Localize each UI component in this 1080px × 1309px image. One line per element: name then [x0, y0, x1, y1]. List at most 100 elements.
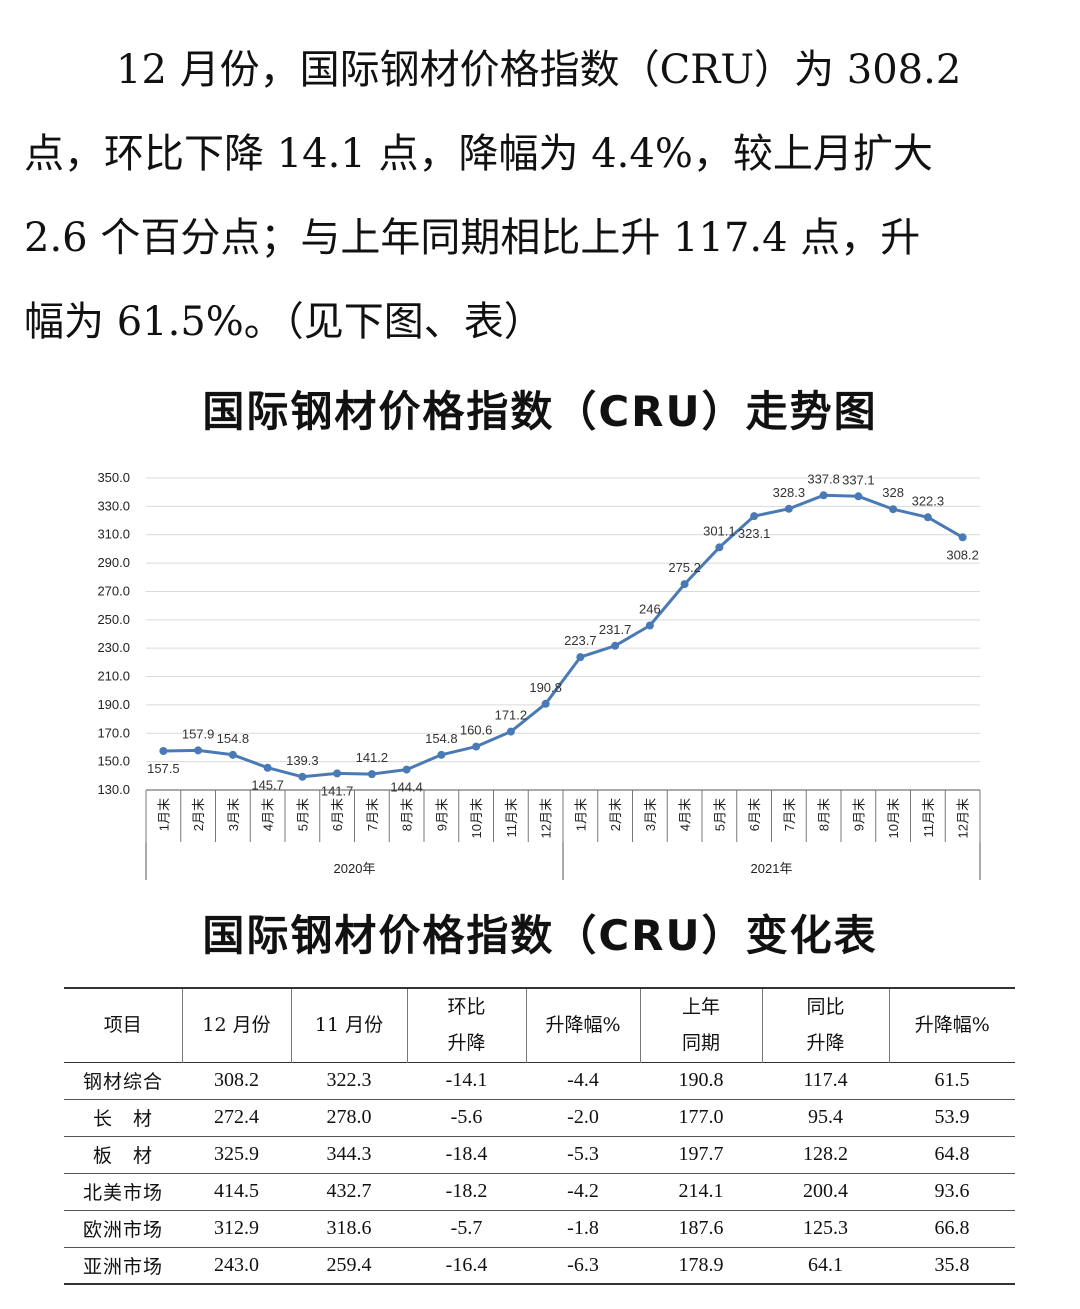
data-point	[437, 750, 446, 759]
data-label: 141.7	[321, 783, 354, 798]
table-cell: -5.3	[567, 1143, 599, 1165]
table-cell: -1.8	[567, 1217, 599, 1239]
x-tick-label: 8月末	[817, 798, 832, 831]
table-cell: 322.3	[326, 1069, 372, 1091]
data-label: 160.6	[460, 723, 493, 738]
table-cell: 187.6	[678, 1217, 724, 1239]
paragraph-line: 点，环比下降 14.1 点，降幅为 4.4%，较上月扩大	[24, 131, 933, 177]
table-cell: 318.6	[326, 1217, 372, 1239]
table-row: 长 材 272.4 278.0 -5.6 -2.0 177.0 95.4 53.9	[64, 1099, 1015, 1136]
data-point	[263, 763, 272, 772]
table-cell: 325.9	[214, 1143, 259, 1165]
table-cell: 432.7	[326, 1180, 372, 1202]
x-tick-label: 4月末	[678, 798, 693, 831]
data-label: 157.5	[147, 761, 180, 776]
table-header-cell: 上年 同期	[640, 988, 763, 1062]
chart-title: 国际钢材价格指数（CRU）走势图	[202, 387, 878, 436]
table-header-row: 项目 12 月份 11 月份 环比 升降 升降幅% 上年 同期 同比 升降 升降幅%	[64, 988, 1015, 1062]
table-header-cell: 环比 升降	[407, 988, 527, 1062]
header-text: 项目	[103, 1014, 142, 1037]
y-tick-label: 210.0	[97, 669, 130, 684]
row-label: 板 材	[92, 1145, 153, 1167]
y-tick-label: 310.0	[97, 527, 130, 542]
data-label: 275.2	[668, 560, 701, 575]
table-header-cell: 项目	[64, 988, 183, 1062]
x-tick-label: 7月末	[365, 798, 380, 831]
data-label: 141.2	[356, 750, 389, 765]
table-cell: 197.7	[678, 1143, 724, 1165]
table-cell: -6.3	[567, 1253, 599, 1276]
table-cell: -2.0	[567, 1106, 599, 1128]
data-label: 337.1	[842, 472, 875, 487]
table-header-cell: 11 月份	[291, 988, 408, 1062]
data-label: 337.8	[807, 471, 840, 486]
cru-change-table: 项目 12 月份 11 月份 环比 升降 升降幅% 上年 同期 同比 升降 升降幅% 钢材综合 308…	[64, 987, 1015, 1285]
table-cell: 64.1	[808, 1253, 843, 1276]
x-tick-label: 10月末	[886, 798, 901, 838]
data-point	[472, 742, 481, 751]
x-tick-label: 6月末	[330, 798, 345, 831]
table-header-cell: 升降幅%	[889, 988, 1015, 1062]
header-text: 同期	[681, 1032, 720, 1055]
header-text: 上年	[681, 996, 720, 1019]
table-cell: 214.1	[678, 1180, 724, 1202]
data-point	[194, 746, 203, 755]
x-tick-label: 2月末	[191, 798, 206, 831]
x-tick-label: 5月末	[295, 798, 310, 831]
table-row: 欧洲市场 312.9 318.6 -5.7 -1.8 187.6 125.3 66.8	[64, 1210, 1015, 1247]
data-point	[819, 491, 828, 500]
data-label: 145.7	[251, 778, 284, 793]
data-label: 328	[882, 485, 904, 500]
data-point	[958, 533, 967, 542]
header-text: 升降幅%	[545, 1014, 621, 1037]
table-body: 钢材综合 308.2 322.3 -14.1 -4.4 190.8 117.4 61.5 长 材…	[64, 1062, 1015, 1284]
x-tick-label: 11月末	[504, 798, 519, 838]
x-tick-label: 9月末	[434, 798, 449, 831]
y-tick-label: 350.0	[97, 470, 130, 485]
data-label: 328.3	[773, 485, 806, 500]
table-cell: -18.4	[445, 1143, 488, 1165]
row-label: 亚洲市场	[82, 1255, 163, 1278]
data-point	[889, 505, 898, 514]
y-tick-label: 330.0	[97, 498, 130, 513]
table-cell: 243.0	[214, 1253, 259, 1276]
x-tick-label: 8月末	[400, 798, 415, 831]
data-label: 322.3	[912, 493, 945, 508]
data-point	[645, 621, 654, 630]
paragraph-line: 幅为 61.5%。（见下图、表）	[24, 299, 544, 345]
row-label: 长 材	[92, 1108, 153, 1130]
data-label: 190.8	[529, 680, 562, 695]
y-tick-label: 190.0	[97, 697, 130, 712]
x-tick-label: 4月末	[261, 798, 276, 831]
table-cell: -14.1	[445, 1069, 488, 1091]
table-cell: 259.4	[326, 1253, 372, 1276]
table-row: 板 材 325.9 344.3 -18.4 -5.3 197.7 128.2 64.8	[64, 1136, 1015, 1173]
data-label: 223.7	[564, 633, 597, 648]
data-point	[367, 770, 376, 779]
data-point	[333, 769, 342, 778]
header-text: 升降	[447, 1032, 486, 1055]
data-point	[402, 765, 411, 774]
data-label: 323.1	[738, 526, 771, 541]
header-text: 同比	[806, 996, 845, 1019]
data-point	[784, 504, 793, 513]
year-label: 2021年	[751, 861, 793, 876]
table-cell: 66.8	[934, 1217, 970, 1239]
data-point	[298, 772, 307, 781]
paragraph-line: 12 月份，国际钢材价格指数（CRU）为 308.2	[116, 47, 962, 93]
data-point	[715, 543, 724, 552]
table-cell: 308.2	[214, 1069, 259, 1091]
x-tick-label: 5月末	[712, 798, 727, 831]
table-cell: 93.6	[934, 1180, 970, 1202]
table-cell: 344.3	[326, 1143, 372, 1165]
table-header-cell: 升降幅%	[526, 988, 641, 1062]
header-text: 12 月份	[202, 1014, 271, 1037]
table-cell: -5.6	[450, 1106, 483, 1128]
x-tick-label: 2月末	[608, 798, 623, 831]
chart-background	[80, 455, 990, 880]
row-label: 北美市场	[82, 1182, 163, 1204]
table-row: 亚洲市场 243.0 259.4 -16.4 -6.3 178.9 64.1 35.8	[64, 1247, 1015, 1284]
data-label: 301.1	[703, 523, 736, 538]
table-header-cell: 12 月份	[182, 988, 292, 1062]
data-label: 231.7	[599, 622, 632, 637]
